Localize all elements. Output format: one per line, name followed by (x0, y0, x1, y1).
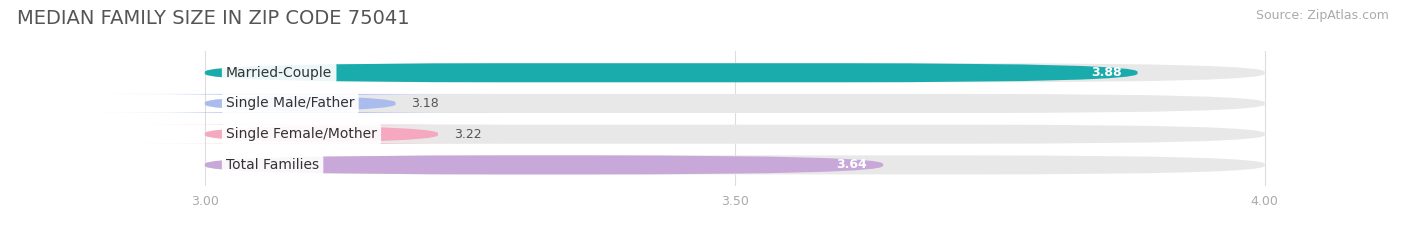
FancyBboxPatch shape (205, 63, 1137, 82)
Text: 3.64: 3.64 (837, 158, 868, 171)
Text: 3.22: 3.22 (454, 128, 481, 141)
Text: Married-Couple: Married-Couple (226, 66, 332, 80)
Text: 3.18: 3.18 (412, 97, 439, 110)
FancyBboxPatch shape (205, 63, 1265, 82)
Text: MEDIAN FAMILY SIZE IN ZIP CODE 75041: MEDIAN FAMILY SIZE IN ZIP CODE 75041 (17, 9, 409, 28)
FancyBboxPatch shape (205, 155, 883, 175)
Text: 3.88: 3.88 (1091, 66, 1122, 79)
Text: Single Female/Mother: Single Female/Mother (226, 127, 377, 141)
Text: Source: ZipAtlas.com: Source: ZipAtlas.com (1256, 9, 1389, 22)
FancyBboxPatch shape (142, 125, 501, 144)
FancyBboxPatch shape (205, 155, 1265, 175)
FancyBboxPatch shape (205, 125, 1265, 144)
FancyBboxPatch shape (100, 94, 501, 113)
Text: Total Families: Total Families (226, 158, 319, 172)
Text: Single Male/Father: Single Male/Father (226, 96, 354, 110)
FancyBboxPatch shape (205, 94, 1265, 113)
